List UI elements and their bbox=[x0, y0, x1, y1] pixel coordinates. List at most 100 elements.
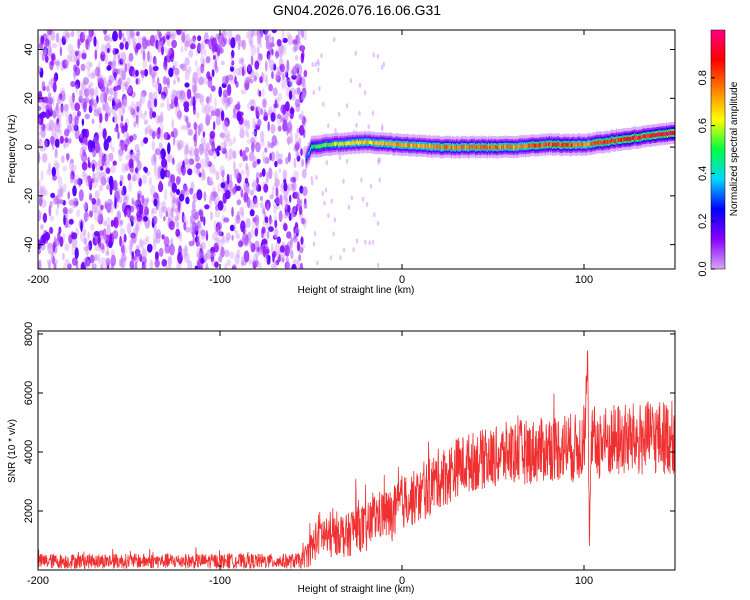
heatmap-cell bbox=[204, 104, 210, 116]
heatmap-cell bbox=[90, 87, 95, 96]
heatmap-cell bbox=[225, 133, 231, 142]
heatmap-cell bbox=[151, 140, 155, 151]
heatmap-cell bbox=[245, 125, 249, 137]
heatmap-cell bbox=[279, 52, 283, 58]
heatmap-cell bbox=[52, 82, 57, 93]
heatmap-cell bbox=[171, 39, 178, 49]
heatmap-cell bbox=[495, 145, 497, 150]
heatmap-cell bbox=[255, 142, 261, 153]
heatmap-cell bbox=[358, 82, 362, 88]
heatmap-cell bbox=[123, 96, 127, 107]
heatmap-cell bbox=[336, 141, 338, 146]
heatmap-cell bbox=[245, 162, 249, 171]
heatmap-cell bbox=[193, 109, 197, 116]
heatmap-cell bbox=[195, 162, 201, 170]
heatmap-cell bbox=[256, 158, 261, 164]
heatmap-cell bbox=[152, 215, 158, 225]
heatmap-cell bbox=[373, 212, 376, 218]
heatmap-cell bbox=[53, 236, 57, 246]
heatmap-cell bbox=[287, 138, 293, 144]
heatmap-cell bbox=[213, 168, 217, 176]
heatmap-cell bbox=[254, 60, 260, 70]
heatmap-cell bbox=[163, 216, 166, 222]
heatmap-cell bbox=[351, 141, 353, 145]
heatmap-cell bbox=[339, 255, 342, 261]
heatmap-cell bbox=[254, 227, 259, 237]
heatmap-cell bbox=[579, 142, 581, 147]
heatmap-cell bbox=[113, 115, 119, 124]
heatmap-cell bbox=[363, 90, 367, 96]
heatmap-cell bbox=[226, 97, 231, 107]
heatmap-cell bbox=[218, 86, 222, 98]
heatmap-cell bbox=[236, 110, 242, 122]
heatmap-cell bbox=[631, 136, 633, 141]
heatmap-cell bbox=[259, 130, 265, 142]
heatmap-cell bbox=[276, 66, 280, 73]
heatmap-cell bbox=[129, 135, 134, 143]
heatmap-cell bbox=[196, 112, 200, 119]
heatmap-cell bbox=[483, 145, 485, 150]
heatmap-cell bbox=[317, 67, 320, 73]
heatmap-cell bbox=[90, 223, 95, 231]
heatmap-cell bbox=[265, 39, 270, 50]
heatmap-cell bbox=[142, 50, 146, 61]
heatmap-cell bbox=[121, 84, 125, 93]
heatmap-cell bbox=[73, 197, 79, 208]
heatmap-cell bbox=[79, 89, 83, 97]
heatmap-cell bbox=[501, 145, 503, 150]
heatmap-cell bbox=[578, 142, 580, 146]
heatmap-cell bbox=[63, 142, 67, 149]
heatmap-cell bbox=[338, 155, 342, 160]
heatmap-cell bbox=[133, 121, 137, 128]
heatmap-cell bbox=[112, 179, 118, 191]
heatmap-cell bbox=[186, 122, 191, 129]
heatmap-cell bbox=[41, 199, 47, 209]
heatmap-cell bbox=[330, 143, 332, 148]
heatmap-cell bbox=[206, 249, 212, 260]
heatmap-cell bbox=[350, 195, 353, 201]
heatmap-cell bbox=[231, 265, 236, 269]
heatmap-cell bbox=[576, 143, 578, 147]
heatmap-cell bbox=[143, 260, 147, 269]
heatmap-cell bbox=[118, 150, 123, 162]
heatmap-cell bbox=[130, 238, 134, 248]
heatmap-cell bbox=[76, 209, 81, 218]
heatmap-cell bbox=[166, 134, 171, 140]
heatmap-cell bbox=[342, 247, 346, 253]
heatmap-cell bbox=[83, 211, 89, 222]
heatmap-cell bbox=[285, 71, 289, 78]
heatmap-cell bbox=[274, 99, 278, 109]
heatmap-cell bbox=[121, 102, 125, 108]
heatmap-cell bbox=[410, 143, 412, 148]
heatmap-cell bbox=[95, 133, 99, 140]
heatmap-cell bbox=[316, 144, 318, 149]
heatmap-cell bbox=[105, 216, 111, 228]
heatmap-cell bbox=[613, 139, 615, 143]
heatmap-cell bbox=[175, 228, 181, 237]
heatmap-cell bbox=[364, 239, 367, 245]
heatmap-cell bbox=[205, 96, 210, 104]
heatmap-cell bbox=[331, 142, 333, 147]
heatmap-cell bbox=[371, 141, 373, 145]
heatmap-cell bbox=[184, 252, 190, 264]
heatmap-cell bbox=[153, 98, 158, 108]
heatmap-cell bbox=[198, 208, 204, 217]
spectrogram-x-label: Height of straight line (km) bbox=[298, 285, 415, 296]
heatmap-cell bbox=[177, 110, 182, 119]
heatmap-cell bbox=[216, 150, 220, 157]
heatmap-cell bbox=[129, 214, 135, 222]
heatmap-cell bbox=[87, 231, 90, 240]
heatmap-cell bbox=[157, 83, 162, 95]
heatmap-cell bbox=[605, 139, 608, 144]
heatmap-cell bbox=[347, 204, 351, 210]
heatmap-cell bbox=[180, 45, 184, 54]
heatmap-cell bbox=[160, 129, 163, 141]
heatmap-cell bbox=[193, 121, 197, 131]
figure-title: GN04.2026.076.16.06.G31 bbox=[273, 2, 441, 18]
heatmap-cell bbox=[285, 109, 289, 122]
heatmap-cell bbox=[102, 103, 106, 112]
heatmap-cell bbox=[47, 92, 52, 102]
heatmap-cell bbox=[116, 85, 122, 91]
heatmap-cell bbox=[203, 191, 207, 202]
heatmap-cell bbox=[317, 144, 319, 149]
